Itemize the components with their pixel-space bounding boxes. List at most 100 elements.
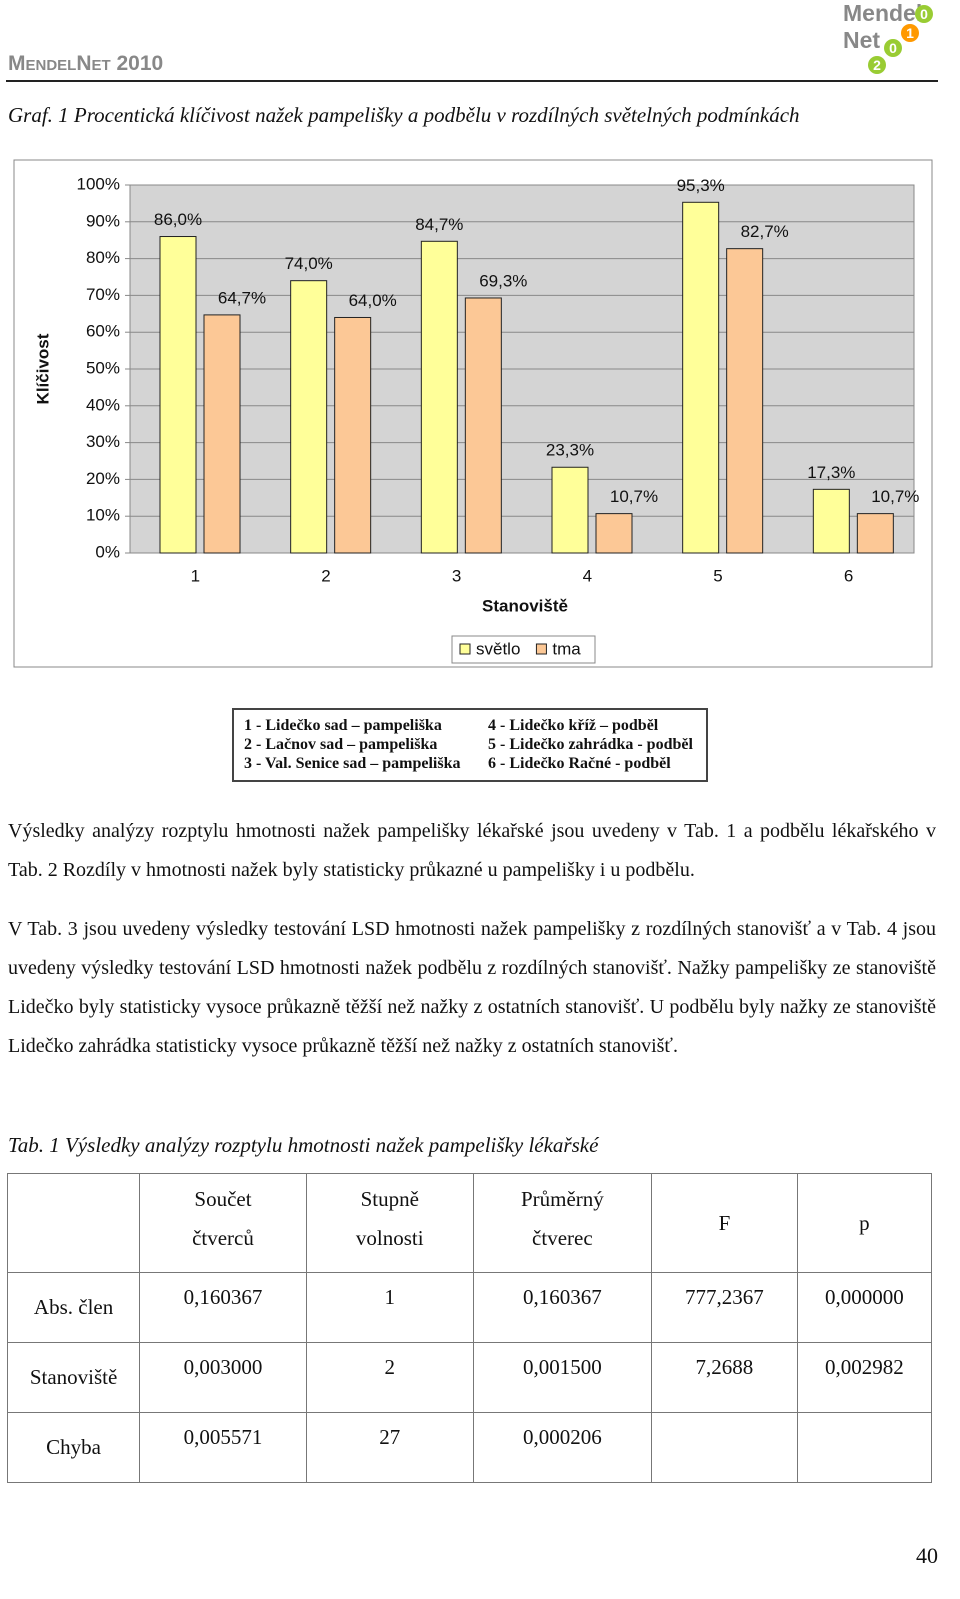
- table-cell: 0,000206: [472, 1412, 652, 1483]
- header-title: MendelNet 2010: [8, 52, 164, 75]
- site-legend-item: 1 - Lidečko sad – pampeliška: [244, 717, 442, 734]
- table-header-cell: Součet čtverců: [139, 1173, 307, 1273]
- value-label: 10,7%: [610, 487, 658, 506]
- x-axis-title: Stanoviště: [482, 596, 568, 615]
- value-label: 86,0%: [154, 210, 202, 229]
- value-label: 17,3%: [807, 463, 855, 482]
- y-tick-label: 80%: [86, 248, 120, 267]
- y-axis-title: Klíčivost: [33, 333, 52, 404]
- anova-table: Součet čtverců Stupně volnosti Průměrný čt…: [6, 1173, 933, 1483]
- site-legend-item: 6 - Lidečko Račné - podběl: [488, 755, 671, 772]
- y-tick-label: 40%: [86, 395, 120, 414]
- value-label: 84,7%: [415, 215, 463, 234]
- logo-bottom: Net: [843, 27, 881, 53]
- x-tick-label: 4: [583, 566, 592, 585]
- value-label: 69,3%: [479, 271, 527, 290]
- bar: [159, 236, 197, 554]
- x-tick-label: 2: [321, 566, 330, 585]
- logo-top: Mendel: [843, 0, 923, 26]
- bar: [420, 240, 458, 554]
- legend-label: tma: [552, 639, 581, 658]
- table-cell: 0,000000: [796, 1272, 933, 1343]
- site-legend-item: 3 - Val. Senice sad – pampeliška: [244, 755, 461, 772]
- table-cell: 0,005571: [139, 1412, 307, 1483]
- bar: [595, 513, 633, 554]
- bar: [812, 488, 850, 554]
- table-cell: 27: [305, 1412, 474, 1483]
- table-cell: 0,001500: [472, 1342, 652, 1413]
- table-cell: 0,160367: [472, 1272, 652, 1343]
- table-cell: Chyba: [6, 1412, 141, 1483]
- paragraph: V Tab. 3 jsou uvedeny výsledky testování…: [8, 918, 936, 1057]
- table-cell: 2: [305, 1342, 474, 1413]
- table-cell: 1: [305, 1272, 474, 1343]
- page-number: 40: [916, 1543, 938, 1568]
- table-header-cell: F: [650, 1173, 798, 1273]
- bar: [334, 316, 372, 554]
- table-corner: [6, 1173, 141, 1273]
- table-cell: Abs. člen: [6, 1272, 141, 1343]
- legend-label: světlo: [476, 639, 520, 658]
- table-cell: 0,160367: [139, 1272, 307, 1343]
- y-tick-label: 20%: [86, 469, 120, 488]
- bar: [551, 466, 589, 554]
- site-legend-item: 2 - Lačnov sad – pampeliška: [244, 736, 438, 753]
- y-tick-label: 30%: [86, 432, 120, 451]
- table-cell: Stanoviště: [6, 1342, 141, 1413]
- site-legend-grid: 1 - Lidečko sad – pampeliška 2 - Lačnov s…: [234, 710, 706, 773]
- bar: [203, 314, 241, 554]
- table-row: Chyba 0,005571 27 0,000206: [6, 1412, 933, 1483]
- x-tick-label: 3: [452, 566, 461, 585]
- y-tick-label: 90%: [86, 211, 120, 230]
- value-label: 74,0%: [285, 254, 333, 273]
- y-tick-label: 100%: [77, 174, 120, 193]
- header-rule: [6, 80, 938, 82]
- logo-digit: 0: [915, 5, 933, 23]
- logo-digit: 1: [901, 24, 919, 42]
- table-cell: 0,003000: [139, 1342, 307, 1413]
- legend-swatch: [459, 643, 471, 655]
- site-legend-item: 5 - Lidečko zahrádka - podběl: [488, 736, 693, 753]
- table-body: Součet čtverců Stupně volnosti Průměrný čt…: [6, 1173, 933, 1483]
- table-header-cell: p: [796, 1173, 933, 1273]
- table-cell: [796, 1412, 933, 1483]
- value-label: 10,7%: [871, 487, 919, 506]
- site-legend-item: 4 - Lidečko kříž – podběl: [488, 717, 659, 734]
- x-tick-label: 1: [191, 566, 200, 585]
- value-label: 64,7%: [218, 288, 266, 307]
- figure-caption: Graf. 1 Procentická klíčivost nažek pamp…: [8, 103, 800, 127]
- legend-swatch: [535, 643, 547, 655]
- y-tick-label: 50%: [86, 358, 120, 377]
- table-header-row: Součet čtverců Stupně volnosti Průměrný čt…: [6, 1173, 933, 1273]
- x-tick-label: 6: [844, 566, 853, 585]
- y-tick-label: 70%: [86, 285, 120, 304]
- logo-digit: 0: [884, 39, 902, 57]
- value-label: 64,0%: [349, 291, 397, 310]
- y-tick-label: 0%: [95, 542, 120, 561]
- chart: Klíčivost Stanoviště 0% 10% 20% 30% 40% 50% 60…: [13, 159, 933, 668]
- table-cell: 777,2367: [650, 1272, 798, 1343]
- table-header-cell: Průměrný čtverec: [472, 1173, 652, 1273]
- site-legend: 1 - Lidečko sad – pampeliška 2 - Lačnov s…: [232, 708, 708, 782]
- table-row: Abs. člen 0,160367 1 0,160367 777,2367 0,0000…: [6, 1272, 933, 1343]
- table-cell: [650, 1412, 798, 1483]
- value-label: 23,3%: [546, 441, 594, 460]
- bar: [464, 297, 502, 554]
- y-tick-label: 10%: [86, 506, 120, 525]
- table-header-cell: Stupně volnosti: [305, 1173, 474, 1273]
- value-label: 82,7%: [741, 222, 789, 241]
- bar: [290, 280, 328, 554]
- x-tick-label: 5: [713, 566, 722, 585]
- table-row: Stanoviště 0,003000 2 0,001500 7,2688 0,00298…: [6, 1342, 933, 1413]
- bar: [726, 248, 764, 554]
- bar: [856, 513, 894, 554]
- paragraph: Výsledky analýzy rozptylu hmotnosti naže…: [8, 820, 936, 881]
- value-label: 95,3%: [677, 176, 725, 195]
- y-tick-label: 60%: [86, 322, 120, 341]
- legend-box: [451, 635, 596, 664]
- table-cell: 0,002982: [796, 1342, 933, 1413]
- table-cell: 7,2688: [650, 1342, 798, 1413]
- table-caption: Tab. 1 Výsledky analýzy rozptylu hmotnos…: [8, 1133, 599, 1157]
- bar: [682, 201, 720, 554]
